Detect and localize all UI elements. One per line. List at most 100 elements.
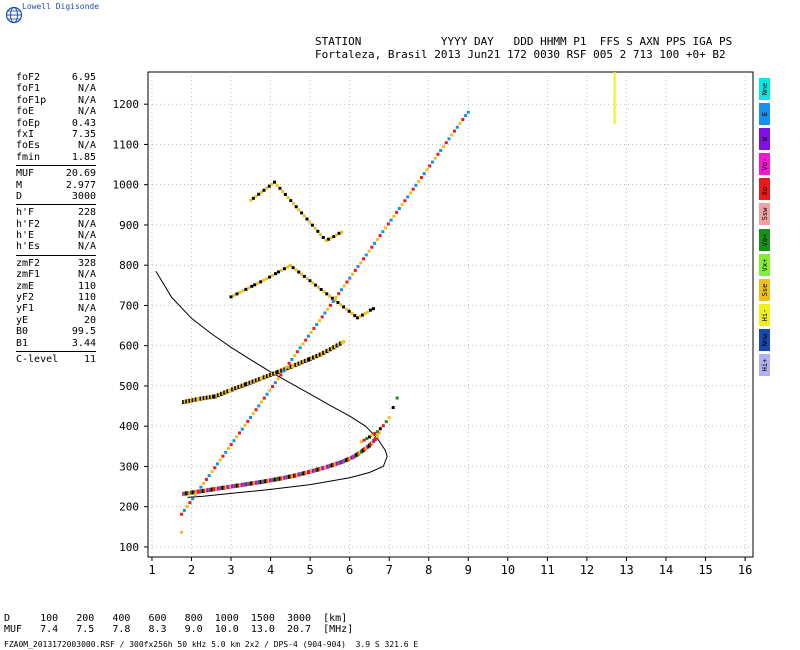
param-value: N/A [77, 269, 96, 281]
param-row: foEp 0.43 [16, 118, 96, 129]
echo-point [272, 371, 276, 376]
y-tick-label: 400 [119, 420, 139, 433]
param-value: 1.85 [71, 151, 96, 163]
echo-point [248, 380, 252, 385]
echo-point [251, 412, 255, 416]
echo-point [264, 479, 268, 484]
echo-point [273, 477, 277, 482]
echo-point [373, 437, 377, 442]
echo-point [278, 186, 282, 190]
echo-point [329, 236, 333, 240]
legend-label: Sse [760, 283, 769, 297]
echo-point [322, 290, 326, 294]
echo-point [189, 398, 193, 403]
echo-point [360, 449, 364, 454]
echo-point [253, 283, 257, 287]
echo-point [350, 455, 354, 460]
echo-point [340, 340, 344, 345]
echo-point [239, 384, 243, 389]
echo-point [373, 241, 377, 245]
param-row: D 3000 [16, 191, 96, 202]
param-label: D [16, 190, 23, 202]
echo-point [284, 365, 288, 369]
echo-point [343, 458, 347, 463]
echo-point [256, 281, 260, 285]
echo-point [324, 239, 328, 243]
echo-point [295, 350, 299, 354]
echo-point [271, 385, 275, 389]
y-tick-label: 200 [119, 501, 139, 514]
echo-point [342, 284, 346, 288]
echo-point [212, 394, 216, 399]
echo-point [422, 172, 426, 176]
echo-point [319, 287, 323, 291]
echo-point [414, 183, 418, 187]
echo-point [262, 188, 266, 192]
x-tick-label: 14 [659, 563, 673, 577]
echo-point [182, 491, 186, 496]
param-label: M [16, 179, 23, 191]
echo-point [275, 183, 279, 187]
echo-point [337, 461, 341, 466]
echo-point [387, 416, 391, 420]
y-tick-label: 1200 [113, 98, 140, 111]
legend-label: E [760, 111, 769, 117]
echo-point [364, 445, 368, 450]
echo-point [286, 196, 290, 200]
x-tick-label: 16 [738, 563, 752, 577]
echo-point [400, 203, 404, 207]
param-label: yE [16, 314, 29, 326]
param-label: h'F2 [16, 218, 41, 230]
echo-point [444, 141, 448, 145]
echo-point [294, 473, 298, 478]
echo-point [251, 379, 255, 384]
echo-point [316, 285, 320, 289]
echo-point [300, 272, 304, 276]
param-row: zmE 110 [16, 281, 96, 292]
param-value: 0.43 [71, 117, 96, 129]
echo-point [254, 480, 258, 485]
echo-point [264, 374, 268, 379]
echo-point [235, 292, 239, 296]
param-label: foE [16, 106, 35, 118]
header-values: Fortaleza, Brasil 2013 Jun21 172 0030 RS… [315, 48, 726, 61]
echo-point [339, 288, 343, 292]
echo-point [303, 470, 307, 475]
echo-point [313, 354, 317, 359]
echo-point [265, 478, 269, 483]
echo-point [224, 450, 228, 454]
param-row: h'E N/A [16, 230, 96, 241]
param-value: N/A [77, 140, 96, 152]
y-tick-label: 1000 [113, 179, 140, 192]
echo-point [250, 380, 254, 385]
param-value: 228 [77, 207, 96, 219]
y-tick-label: 600 [119, 340, 139, 353]
echo-point [304, 338, 308, 342]
echo-point [316, 467, 320, 472]
param-value: N/A [77, 241, 96, 253]
echo-point [384, 420, 388, 424]
echo-point [188, 398, 192, 403]
echo-point [227, 388, 231, 393]
echo-point [271, 273, 275, 277]
param-row: foE N/A [16, 106, 96, 117]
echo-point [276, 476, 280, 481]
echo-point [193, 397, 197, 402]
echo-point [246, 419, 250, 423]
echo-point [198, 489, 202, 494]
param-label: B0 [16, 326, 29, 338]
echo-point [314, 467, 318, 472]
echo-point [262, 375, 266, 380]
echo-point [358, 450, 362, 455]
echo-point [243, 482, 247, 487]
echo-point [335, 461, 339, 466]
echo-point [368, 308, 372, 312]
y-tick-label: 900 [119, 219, 139, 232]
echo-point [274, 272, 278, 276]
echo-point [246, 381, 250, 386]
echo-point [231, 387, 235, 392]
echo-point [389, 218, 393, 222]
echo-point [186, 491, 190, 496]
param-value: N/A [77, 106, 96, 118]
